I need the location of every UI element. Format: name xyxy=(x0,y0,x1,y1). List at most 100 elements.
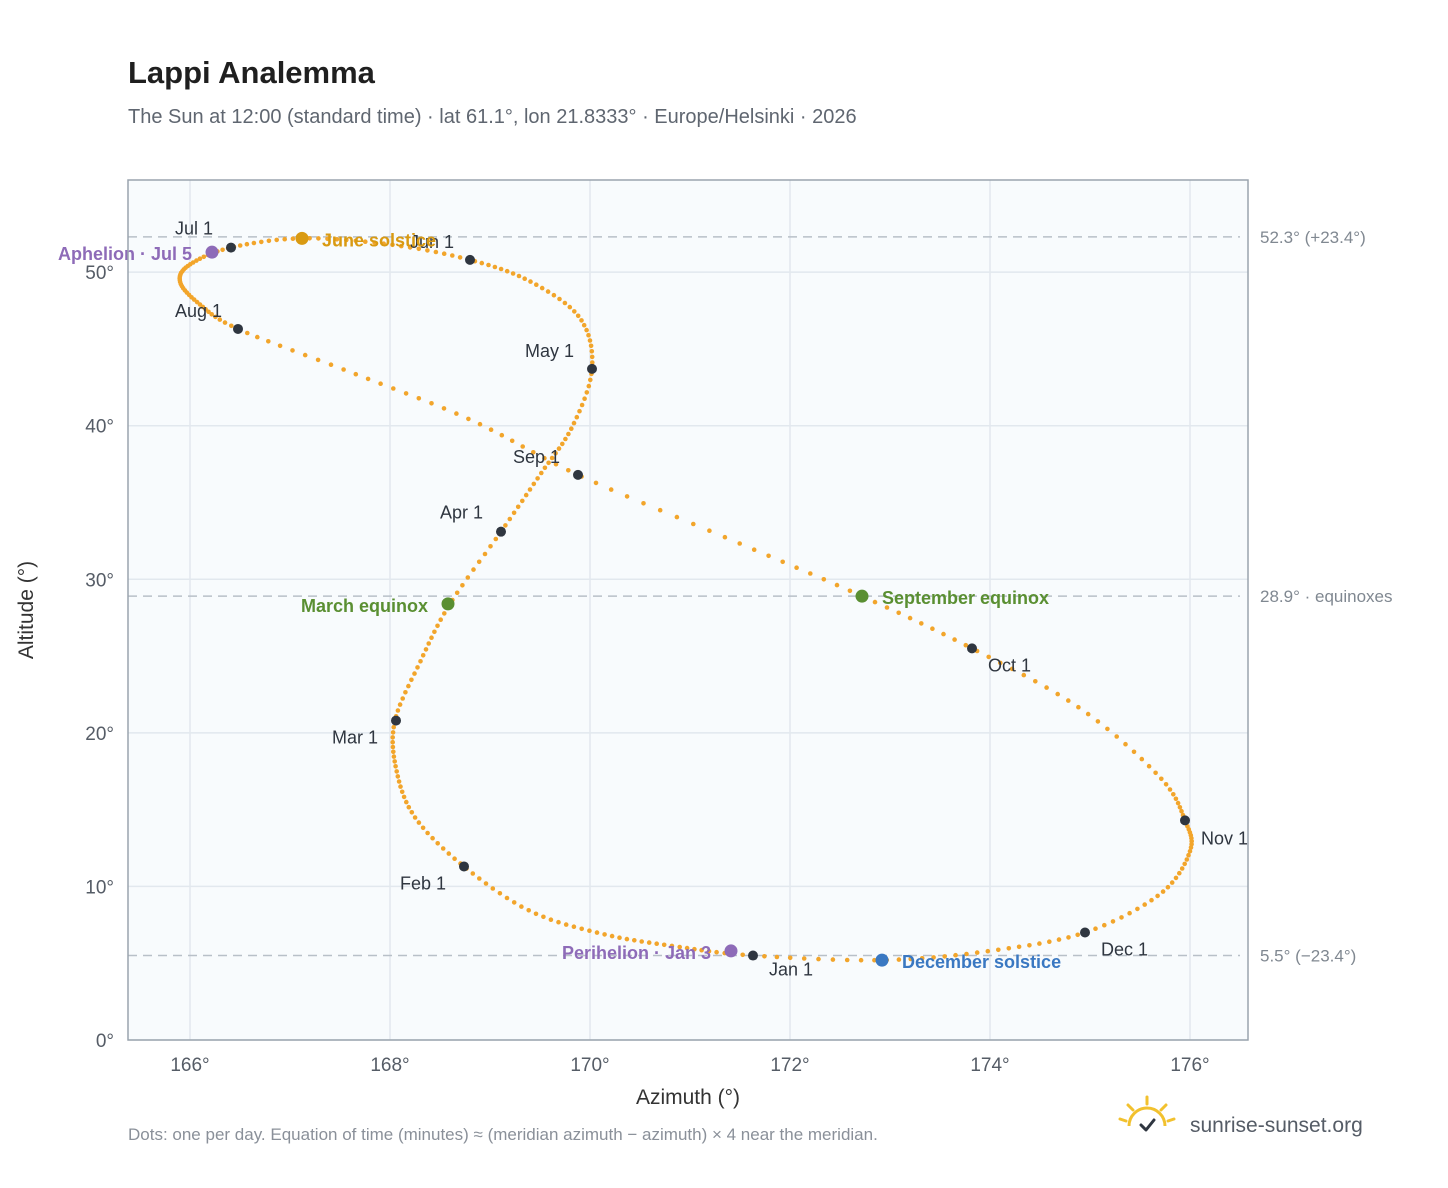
daily-dot xyxy=(432,629,437,635)
x-tick-label: 168° xyxy=(370,1055,409,1076)
y-tick-label: 20° xyxy=(85,724,114,745)
daily-dot xyxy=(539,285,545,291)
daily-dot xyxy=(290,348,295,353)
y-tick-label: 10° xyxy=(85,877,114,898)
daily-dot xyxy=(563,922,569,927)
daily-dot xyxy=(1075,932,1080,938)
month-marker xyxy=(391,715,401,726)
daily-dot xyxy=(516,273,522,279)
event-marker xyxy=(855,589,869,603)
daily-dot xyxy=(392,759,398,764)
reference-line-label: 5.5° (−23.4°) xyxy=(1260,947,1356,966)
daily-dot xyxy=(452,856,457,861)
daily-dot xyxy=(520,498,525,504)
daily-dot xyxy=(577,408,582,414)
daily-dot xyxy=(390,744,396,750)
daily-dot xyxy=(896,957,902,962)
month-marker xyxy=(465,254,475,265)
daily-dot xyxy=(237,243,243,248)
month-marker xyxy=(587,363,597,374)
reference-lines: 52.3° (+23.4°) 28.9° · equinoxes 5.5° (−23… xyxy=(128,228,1393,966)
daily-dot xyxy=(442,611,447,616)
daily-dot xyxy=(691,521,696,527)
daily-dot xyxy=(507,516,513,522)
plot-area xyxy=(128,180,1248,1040)
month-marker-label: Mar 1 xyxy=(332,728,378,748)
daily-dot xyxy=(986,654,991,660)
event-label: Perihelion · Jan 3 xyxy=(562,943,711,963)
daily-dot xyxy=(406,683,411,689)
daily-dot xyxy=(567,304,573,310)
daily-dot xyxy=(450,253,455,258)
y-tick-label: 0° xyxy=(96,1031,114,1052)
daily-dot xyxy=(441,406,447,411)
daily-dot xyxy=(526,908,531,913)
daily-dot xyxy=(391,754,397,759)
reference-line-label: 52.3° (+23.4°) xyxy=(1260,228,1366,247)
daily-dot xyxy=(486,262,491,268)
daily-dot xyxy=(213,314,218,320)
daily-dot xyxy=(774,954,780,960)
daily-dot xyxy=(482,551,488,557)
event-marker xyxy=(205,245,219,259)
daily-dot xyxy=(1165,884,1171,890)
daily-dot xyxy=(1160,889,1166,894)
daily-dot xyxy=(1009,666,1015,672)
daily-dot xyxy=(896,610,901,616)
daily-dot xyxy=(393,764,398,769)
daily-dot xyxy=(398,784,403,789)
daily-dot xyxy=(217,317,223,322)
x-tick-label: 174° xyxy=(970,1055,1009,1076)
daily-dot xyxy=(470,871,476,876)
month-marker-label: Feb 1 xyxy=(400,873,446,893)
daily-dot xyxy=(1056,937,1062,942)
month-marker xyxy=(967,643,977,654)
daily-dot xyxy=(492,264,498,270)
daily-dot xyxy=(511,510,517,516)
daily-dot xyxy=(397,702,403,707)
daily-dot xyxy=(490,886,496,891)
month-marker xyxy=(1080,927,1090,938)
daily-dot xyxy=(1021,672,1027,678)
daily-dot xyxy=(584,327,589,333)
daily-dot xyxy=(519,904,524,909)
month-marker-label: Jan 1 xyxy=(769,960,813,980)
daily-dot xyxy=(844,957,850,963)
daily-dot xyxy=(254,334,260,340)
daily-dot xyxy=(562,300,568,306)
daily-dot xyxy=(1188,845,1194,850)
daily-dot xyxy=(483,881,489,886)
daily-dot xyxy=(919,621,924,626)
daily-dot xyxy=(1076,704,1081,710)
daily-dot xyxy=(737,541,742,546)
daily-dot xyxy=(821,577,827,582)
daily-dot xyxy=(624,936,630,942)
daily-dot xyxy=(582,396,587,402)
daily-dot xyxy=(457,255,463,260)
daily-dot xyxy=(1114,734,1119,739)
daily-dot xyxy=(440,846,446,851)
daily-dot xyxy=(751,547,757,552)
daily-dot xyxy=(353,238,359,244)
daily-dot xyxy=(222,320,228,325)
x-tick-label: 172° xyxy=(770,1055,809,1076)
month-marker-label: Nov 1 xyxy=(1201,828,1248,848)
daily-dot xyxy=(372,240,377,245)
daily-dot xyxy=(677,944,682,950)
daily-dot xyxy=(390,735,396,740)
daily-dot xyxy=(509,438,515,444)
daily-dot xyxy=(560,441,565,447)
y-axis-label: Altitude (°) xyxy=(15,561,38,659)
x-tick-label: 170° xyxy=(570,1055,609,1076)
daily-dot xyxy=(654,941,659,946)
reference-line-label: 28.9° · equinoxes xyxy=(1260,587,1393,606)
daily-dot xyxy=(391,724,397,730)
daily-dot xyxy=(632,938,637,943)
daily-dot xyxy=(344,237,349,243)
daily-dot xyxy=(522,276,527,282)
daily-dot xyxy=(588,377,593,383)
daily-dot xyxy=(571,420,577,426)
daily-dot xyxy=(476,559,482,565)
daily-dot xyxy=(209,312,214,317)
daily-dot xyxy=(572,309,577,314)
